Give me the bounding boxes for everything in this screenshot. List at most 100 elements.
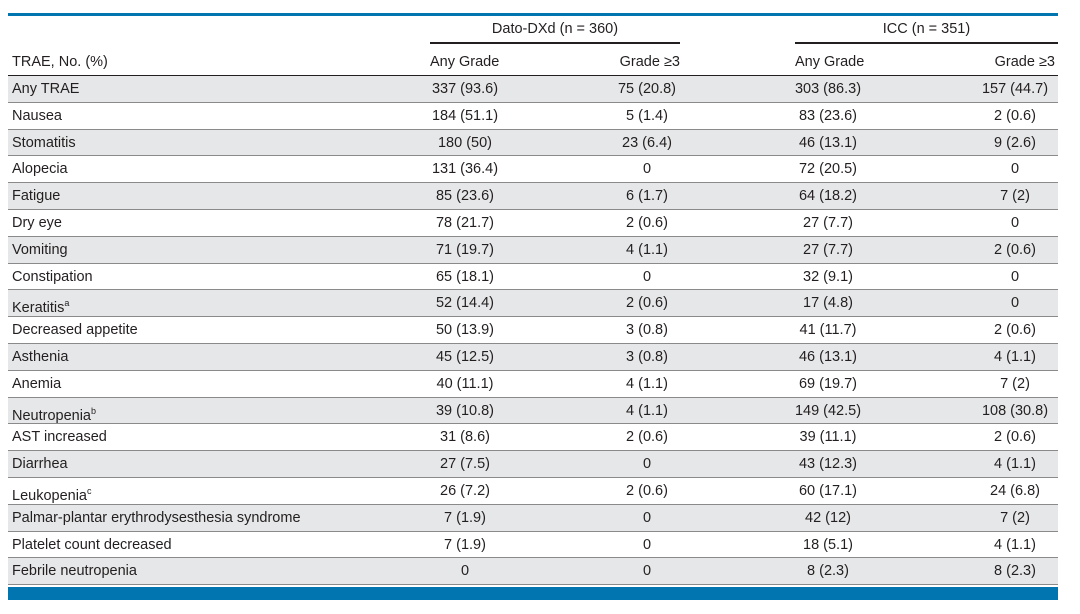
cell-dato-any: 52 (14.4) bbox=[435, 295, 495, 312]
row-label: Asthenia bbox=[12, 348, 69, 365]
cell-dato-g3: 4 (1.1) bbox=[626, 241, 668, 258]
cell-icc-g3: 2 (0.6) bbox=[994, 107, 1036, 124]
cell-icc-g3: 7 (2) bbox=[1000, 509, 1030, 526]
cell-icc-g3: 0 bbox=[1010, 161, 1020, 178]
table-row: AST increased 31 (8.6) 2 (0.6) 39 (11.1) 2 (… bbox=[8, 424, 1058, 452]
cell-icc-any: 32 (9.1) bbox=[803, 268, 853, 285]
header-trae: TRAE, No. (%) bbox=[12, 54, 108, 70]
cell-dato-any: 65 (18.1) bbox=[435, 268, 495, 285]
table-row: Nausea 184 (51.1) 5 (1.4) 83 (23.6) 2 (0.6) bbox=[8, 103, 1058, 130]
footnote-marker: b bbox=[91, 405, 97, 416]
cell-dato-any: 31 (8.6) bbox=[440, 429, 490, 446]
cell-dato-any: 7 (1.9) bbox=[444, 536, 486, 553]
cell-icc-any: 27 (7.7) bbox=[803, 241, 853, 258]
cell-dato-any: 131 (36.4) bbox=[431, 161, 499, 178]
row-label: Anemia bbox=[12, 375, 62, 392]
row-label: Stomatitis bbox=[12, 134, 76, 151]
table-row: Palmar-plantar erythrodysesthesia syndro… bbox=[8, 504, 1058, 532]
cell-dato-g3: 0 bbox=[642, 509, 652, 526]
row-label: Fatigue bbox=[12, 188, 61, 205]
footnote-marker: a bbox=[64, 298, 70, 309]
table-row: Platelet count decreased 7 (1.9) 0 18 (5.1)… bbox=[8, 532, 1058, 559]
cell-icc-any: 17 (4.8) bbox=[803, 295, 853, 312]
row-label: Palmar-plantar erythrodysesthesia syndro… bbox=[12, 509, 301, 526]
cell-icc-g3: 7 (2) bbox=[1000, 188, 1030, 205]
table-top-rule bbox=[8, 13, 1058, 16]
cell-dato-g3: 2 (0.6) bbox=[626, 214, 668, 231]
table-row: Febrile neutropenia 0 0 8 (2.3) 8 (2.3) bbox=[8, 558, 1058, 586]
table-row: Vomiting 71 (19.7) 4 (1.1) 27 (7.7) 2 (0.6) bbox=[8, 236, 1058, 264]
cell-dato-any: 45 (12.5) bbox=[435, 348, 495, 365]
cell-dato-any: 184 (51.1) bbox=[431, 107, 499, 124]
row-label: Keratitisa bbox=[12, 298, 70, 317]
cell-icc-g3: 108 (30.8) bbox=[981, 402, 1049, 419]
cell-dato-g3: 5 (1.4) bbox=[626, 107, 668, 124]
cell-dato-any: 180 (50) bbox=[437, 134, 493, 151]
table-row: Alopecia 131 (36.4) 0 72 (20.5) 0 bbox=[8, 156, 1058, 184]
row-label: Dry eye bbox=[12, 214, 62, 231]
cell-icc-any: 83 (23.6) bbox=[798, 107, 858, 124]
group-header-icc: ICC (n = 351) bbox=[882, 21, 971, 37]
header-dato-g3: Grade ≥3 bbox=[619, 54, 680, 70]
header-icc-any: Any Grade bbox=[795, 54, 865, 70]
cell-icc-any: 64 (18.2) bbox=[798, 188, 858, 205]
cell-dato-g3: 3 (0.8) bbox=[626, 348, 668, 365]
cell-dato-g3: 4 (1.1) bbox=[626, 375, 668, 392]
cell-icc-g3: 4 (1.1) bbox=[994, 348, 1036, 365]
cell-icc-any: 46 (13.1) bbox=[798, 134, 858, 151]
table-row: Dry eye 78 (21.7) 2 (0.6) 27 (7.7) 0 bbox=[8, 210, 1058, 237]
cell-icc-g3: 2 (0.6) bbox=[994, 429, 1036, 446]
table-row: Fatigue 85 (23.6) 6 (1.7) 64 (18.2) 7 (2) bbox=[8, 183, 1058, 210]
cell-icc-g3: 8 (2.3) bbox=[994, 563, 1036, 580]
table-row: Leukopeniac 26 (7.2) 2 (0.6) 60 (17.1) 24 (6… bbox=[8, 478, 1058, 505]
header-icc-g3: Grade ≥3 bbox=[994, 54, 1055, 70]
cell-dato-any: 27 (7.5) bbox=[440, 456, 490, 473]
cell-dato-any: 40 (11.1) bbox=[436, 375, 494, 392]
header-dato-any: Any Grade bbox=[430, 54, 500, 70]
cell-dato-g3: 2 (0.6) bbox=[626, 482, 668, 499]
table-row: Any TRAE 337 (93.6) 75 (20.8) 303 (86.3) 157… bbox=[8, 76, 1058, 103]
table-row: Constipation 65 (18.1) 0 32 (9.1) 0 bbox=[8, 264, 1058, 291]
cell-icc-g3: 4 (1.1) bbox=[994, 456, 1036, 473]
group-header-dato: Dato-DXd (n = 360) bbox=[491, 21, 619, 37]
cell-icc-any: 303 (86.3) bbox=[794, 81, 862, 97]
cell-dato-g3: 0 bbox=[642, 536, 652, 553]
row-label: Decreased appetite bbox=[12, 322, 138, 339]
cell-icc-g3: 157 (44.7) bbox=[981, 81, 1049, 97]
cell-icc-any: 41 (11.7) bbox=[799, 322, 857, 339]
cell-icc-g3: 2 (0.6) bbox=[994, 322, 1036, 339]
table-bottom-bar bbox=[8, 587, 1058, 600]
cell-icc-g3: 0 bbox=[1010, 268, 1020, 285]
cell-dato-g3: 6 (1.7) bbox=[626, 188, 668, 205]
cell-dato-any: 0 bbox=[460, 563, 470, 580]
cell-icc-any: 72 (20.5) bbox=[798, 161, 858, 178]
cell-icc-any: 60 (17.1) bbox=[798, 482, 858, 499]
table-row: Diarrhea 27 (7.5) 0 43 (12.3) 4 (1.1) bbox=[8, 451, 1058, 478]
cell-icc-any: 149 (42.5) bbox=[794, 402, 862, 419]
cell-dato-any: 26 (7.2) bbox=[440, 482, 490, 499]
table-row: Neutropeniab 39 (10.8) 4 (1.1) 149 (42.5) 10… bbox=[8, 397, 1058, 425]
row-label: AST increased bbox=[12, 429, 107, 446]
cell-icc-g3: 0 bbox=[1010, 214, 1020, 231]
cell-dato-any: 71 (19.7) bbox=[435, 241, 495, 258]
row-label: Febrile neutropenia bbox=[12, 563, 137, 580]
cell-dato-any: 337 (93.6) bbox=[431, 81, 499, 97]
table-row: Keratitisa 52 (14.4) 2 (0.6) 17 (4.8) 0 bbox=[8, 290, 1058, 318]
cell-icc-g3: 9 (2.6) bbox=[994, 134, 1036, 151]
footnote-marker: c bbox=[87, 485, 92, 496]
cell-dato-g3: 0 bbox=[642, 161, 652, 178]
table-body: Any TRAE 337 (93.6) 75 (20.8) 303 (86.3) 157… bbox=[8, 76, 1058, 586]
cell-icc-g3: 2 (0.6) bbox=[994, 241, 1036, 258]
cell-dato-g3: 0 bbox=[642, 456, 652, 473]
cell-dato-g3: 2 (0.6) bbox=[626, 429, 668, 446]
row-label: Platelet count decreased bbox=[12, 536, 172, 553]
cell-icc-any: 39 (11.1) bbox=[799, 429, 857, 446]
row-label: Any TRAE bbox=[12, 81, 80, 97]
cell-icc-any: 18 (5.1) bbox=[803, 536, 853, 553]
table-row: Anemia 40 (11.1) 4 (1.1) 69 (19.7) 7 (2) bbox=[8, 371, 1058, 398]
cell-icc-any: 69 (19.7) bbox=[798, 375, 858, 392]
cell-dato-g3: 23 (6.4) bbox=[622, 134, 672, 151]
group-rule-dato bbox=[430, 42, 680, 44]
cell-dato-g3: 75 (20.8) bbox=[617, 81, 677, 97]
cell-icc-g3: 4 (1.1) bbox=[994, 536, 1036, 553]
